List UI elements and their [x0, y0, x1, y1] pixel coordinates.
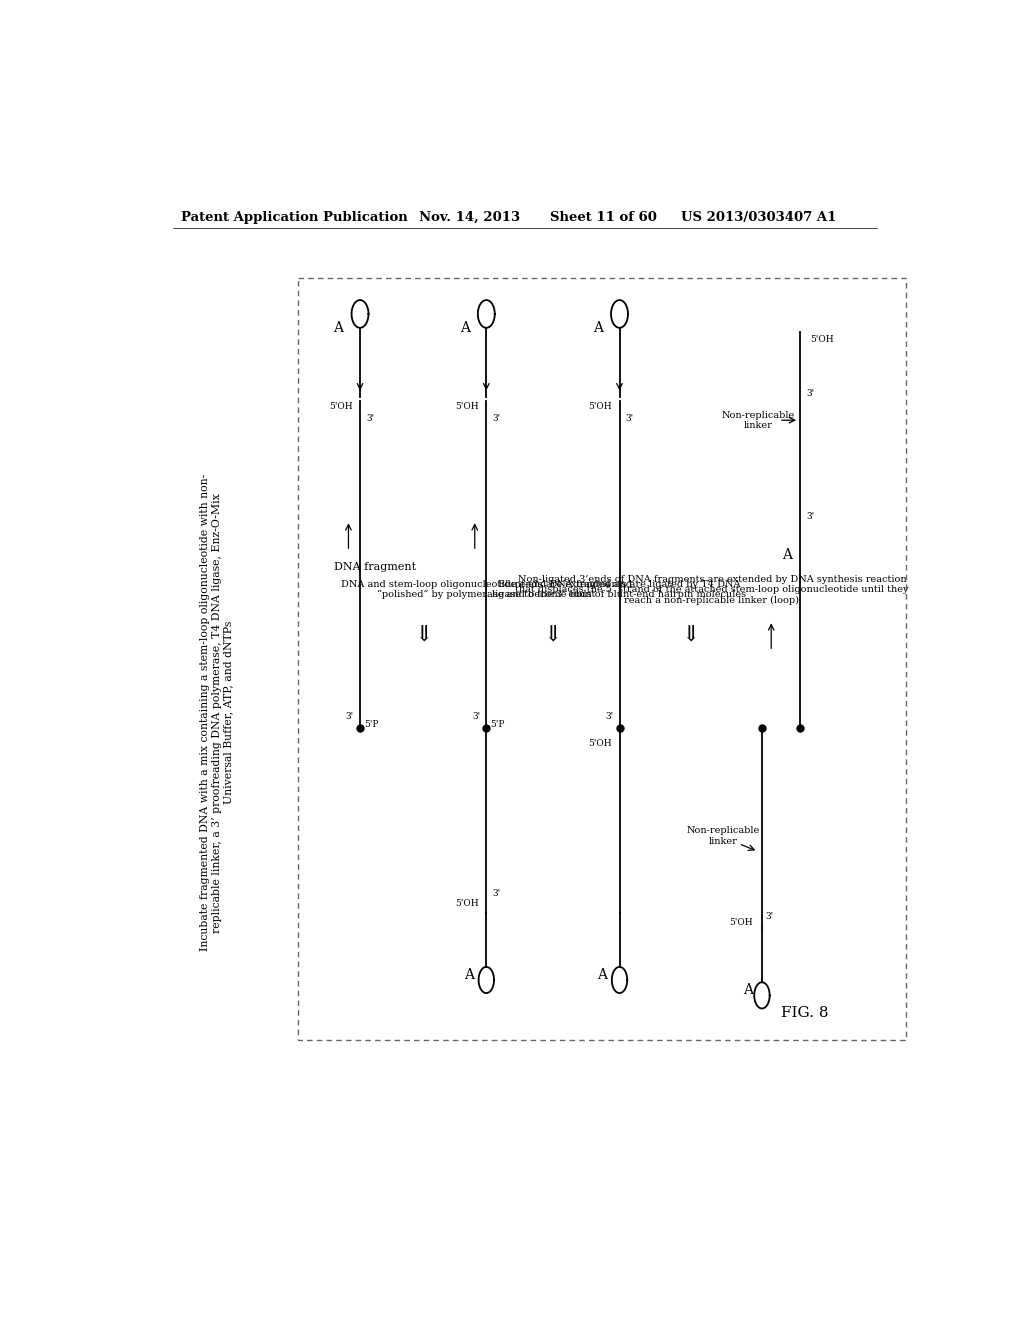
Bar	[298, 277, 906, 1040]
Text: 3': 3'	[472, 713, 480, 721]
Text: A: A	[464, 968, 474, 982]
Text: 3': 3'	[605, 713, 613, 721]
Text: A: A	[598, 968, 607, 982]
Text: 5'OH: 5'OH	[729, 917, 753, 927]
Text: 3': 3'	[807, 389, 815, 397]
Text: 5'OH: 5'OH	[588, 739, 611, 748]
Text: ⇓: ⇓	[543, 624, 562, 647]
Text: 5'P: 5'P	[490, 719, 505, 729]
Text: Non-replicable
linker: Non-replicable linker	[722, 411, 795, 430]
Text: 3': 3'	[346, 713, 354, 721]
Text: DNA fragment: DNA fragment	[335, 561, 417, 572]
Text: Incubate fragmented DNA with a mix containing a stem-loop oligonucleotide with n: Incubate fragmented DNA with a mix conta…	[201, 474, 233, 952]
Text: Patent Application Publication: Patent Application Publication	[180, 211, 408, 224]
Text: Non-replicable
linker: Non-replicable linker	[687, 826, 760, 846]
Text: A: A	[743, 983, 753, 997]
Text: 5'OH: 5'OH	[810, 335, 834, 345]
Text: Sheet 11 of 60: Sheet 11 of 60	[550, 211, 657, 224]
Text: Non-ligated 3’ends of DNA fragments are extended by DNA synthesis reaction
that : Non-ligated 3’ends of DNA fragments are …	[515, 574, 908, 605]
Text: FIG. 8: FIG. 8	[780, 1006, 828, 1020]
Text: 3': 3'	[493, 414, 501, 424]
Text: A: A	[460, 321, 470, 335]
Text: 3': 3'	[493, 890, 501, 898]
Text: 5'OH: 5'OH	[588, 401, 611, 411]
Text: Nov. 14, 2013: Nov. 14, 2013	[419, 211, 520, 224]
Text: 3': 3'	[807, 512, 815, 521]
Text: DNA and stem-loop oligonucleotide ends are extended and
“polished” by polymerase: DNA and stem-loop oligonucleotide ends a…	[341, 579, 632, 599]
Text: A: A	[593, 321, 603, 335]
Text: ⇓: ⇓	[414, 624, 432, 647]
Text: A: A	[781, 548, 792, 562]
Text: 3': 3'	[766, 912, 774, 921]
Text: A: A	[334, 321, 343, 335]
Text: 3': 3'	[367, 414, 375, 424]
Text: 5'OH: 5'OH	[455, 899, 478, 908]
Text: 5'OH: 5'OH	[329, 401, 352, 411]
Text: 5'P: 5'P	[364, 719, 379, 729]
Text: US 2013/0303407 A1: US 2013/0303407 A1	[681, 211, 837, 224]
Text: 3': 3'	[626, 414, 634, 424]
Text: Blunt-end DNA fragments are ligated by T4 DNA
ligase to the 3’ ends of blunt-end: Blunt-end DNA fragments are ligated by T…	[493, 579, 746, 599]
Text: ⇓: ⇓	[681, 624, 699, 647]
Text: 5'OH: 5'OH	[455, 401, 478, 411]
